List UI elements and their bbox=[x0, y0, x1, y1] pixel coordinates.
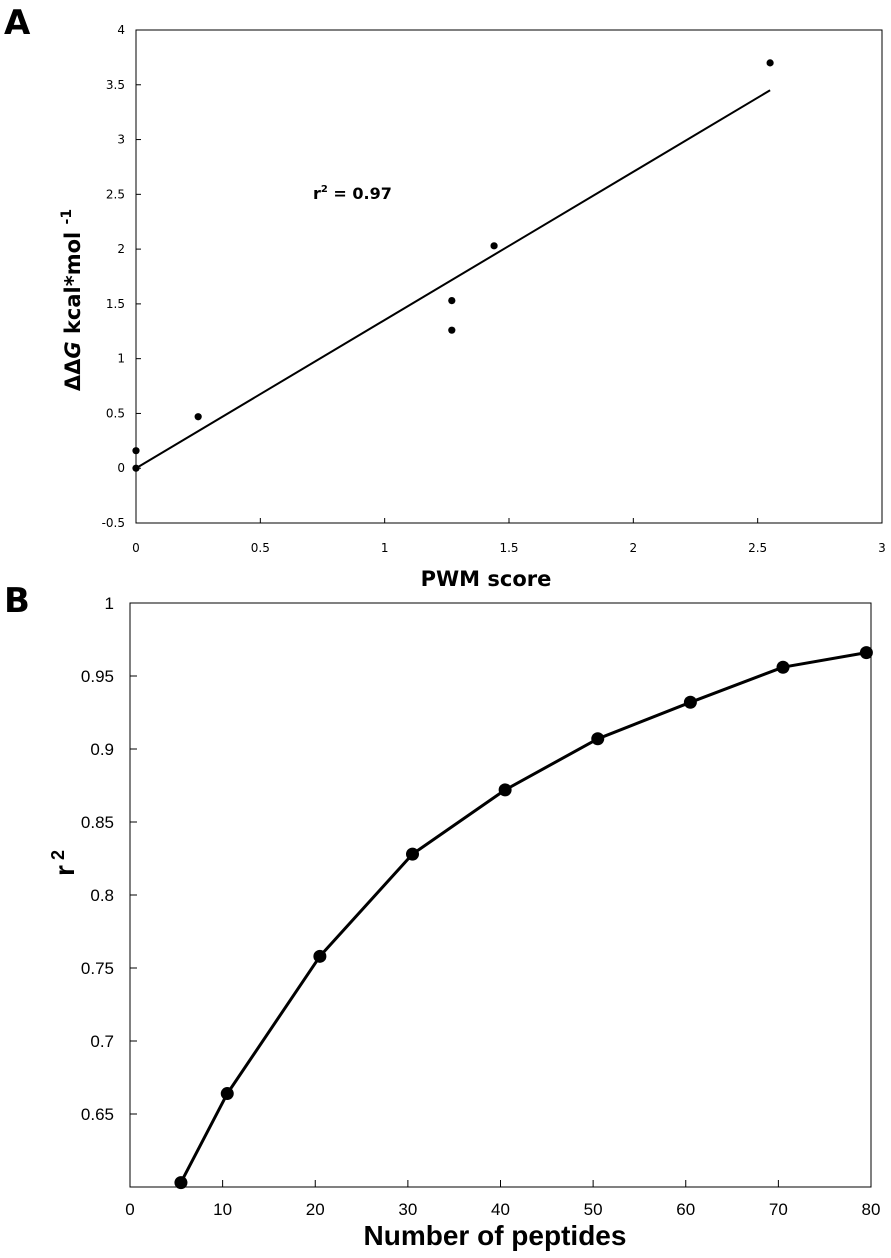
panel-b-x-ticks: 0 10 20 30 40 50 60 70 80 bbox=[125, 1180, 880, 1219]
panel-b-y-tick-label: 0.65 bbox=[81, 1105, 114, 1124]
panel-b-points bbox=[174, 646, 873, 1190]
panel-a-y-tick-label: 2 bbox=[117, 242, 125, 256]
panel-b-y-tick-label: 1 bbox=[105, 594, 114, 613]
panel-b-y-tick-label: 0.95 bbox=[81, 667, 114, 686]
panel-b-x-tick-label: 40 bbox=[491, 1200, 510, 1219]
panel-a-fit-line bbox=[135, 89, 771, 470]
panel-a-y-tick-label: -0.5 bbox=[102, 516, 125, 530]
panel-a-data-point bbox=[448, 326, 456, 334]
panel-b-y-tick-label: 0.85 bbox=[81, 813, 114, 832]
panel-a-y-axis-label: ΔΔG kcal*mol -1 bbox=[59, 209, 85, 391]
panel-b-x-tick-label: 0 bbox=[125, 1200, 134, 1219]
panel-a: A 0 0.5 1 1.5 2 2.5 3 -0.5 0 0.5 1 1.5 2 2.5 3 3.5 4 r2… bbox=[4, 3, 886, 591]
panel-a-y-tick-label: 4 bbox=[117, 23, 125, 37]
panel-b-data-point bbox=[776, 660, 790, 674]
panel-b-y-tick-label: 0.8 bbox=[90, 886, 114, 905]
panel-a-y-tick-label: 3.5 bbox=[106, 78, 125, 92]
panel-a-y-tick-label: 3 bbox=[117, 133, 125, 147]
panel-b-plot-frame bbox=[129, 602, 872, 1188]
panel-a-plot-frame bbox=[135, 29, 883, 524]
panel-b-x-tick-label: 50 bbox=[584, 1200, 603, 1219]
panel-a-data-point bbox=[132, 464, 140, 472]
panel-b-data-point bbox=[174, 1176, 188, 1190]
panel-b-data-point bbox=[591, 732, 605, 746]
panel-b-data-point bbox=[406, 847, 420, 861]
panel-a-data-point bbox=[490, 242, 498, 250]
panel-a-fit-line-group bbox=[135, 89, 771, 470]
panel-a-x-tick-label: 2.5 bbox=[748, 541, 767, 555]
panel-b-x-tick-label: 80 bbox=[862, 1200, 881, 1219]
panel-b-label: B bbox=[4, 581, 30, 621]
panel-b-y-ticks: 0.65 0.7 0.75 0.8 0.85 0.9 0.95 1 bbox=[81, 594, 137, 1124]
panel-a-x-tick-label: 0 bbox=[132, 541, 140, 555]
panel-a-x-axis-label: PWM score bbox=[421, 567, 552, 591]
panel-a-y-tick-label: 1.5 bbox=[106, 297, 125, 311]
panel-b-data-point bbox=[313, 949, 327, 963]
panel-b-x-tick-label: 10 bbox=[213, 1200, 232, 1219]
panel-a-x-tick-label: 1 bbox=[381, 541, 389, 555]
panel-a-x-tick-label: 1.5 bbox=[499, 541, 518, 555]
panel-a-r-squared-annotation: r2 = 0.97 bbox=[313, 184, 392, 203]
panel-a-x-tick-label: 3 bbox=[878, 541, 886, 555]
panel-a-y-ticks: -0.5 0 0.5 1 1.5 2 2.5 3 3.5 4 bbox=[102, 23, 141, 530]
panel-a-x-tick-label: 0.5 bbox=[251, 541, 270, 555]
panel-a-data-point bbox=[194, 413, 202, 421]
panel-a-y-tick-label: 1 bbox=[117, 352, 125, 366]
panel-b-series-line bbox=[179, 651, 867, 1184]
panel-a-y-tick-label: 0 bbox=[117, 461, 125, 475]
panel-b-x-tick-label: 60 bbox=[676, 1200, 695, 1219]
panel-a-y-tick-label: 0.5 bbox=[106, 406, 125, 420]
panel-a-x-ticks: 0 0.5 1 1.5 2 2.5 3 bbox=[132, 518, 886, 555]
panel-a-data-point bbox=[132, 447, 140, 455]
panel-b-x-axis-label: Number of peptides bbox=[364, 1220, 627, 1251]
panel-b: B 0 10 20 30 40 50 60 70 80 0.650.70.750.80.850.… bbox=[4, 581, 880, 1251]
panel-b-y-tick-label: 0.75 bbox=[81, 959, 114, 978]
panel-b-y-axis-label: r 2 bbox=[48, 850, 80, 876]
panel-b-x-tick-label: 20 bbox=[306, 1200, 325, 1219]
panel-b-x-tick-label: 30 bbox=[398, 1200, 417, 1219]
panel-a-data-point bbox=[766, 59, 774, 67]
panel-b-y-tick-label: 0.7 bbox=[90, 1032, 114, 1051]
panel-b-data-point bbox=[220, 1087, 234, 1101]
panel-a-data-point bbox=[448, 297, 456, 305]
panel-b-data-point bbox=[683, 695, 697, 709]
panel-a-x-tick-label: 2 bbox=[630, 541, 638, 555]
panel-b-data-point bbox=[859, 646, 873, 660]
panel-a-points bbox=[132, 59, 774, 472]
panel-b-x-tick-label: 70 bbox=[769, 1200, 788, 1219]
panel-b-y-tick-label: 0.9 bbox=[90, 740, 114, 759]
panel-a-label: A bbox=[4, 3, 31, 43]
panel-a-y-tick-label: 2.5 bbox=[106, 187, 125, 201]
panel-b-data-point bbox=[498, 783, 512, 797]
